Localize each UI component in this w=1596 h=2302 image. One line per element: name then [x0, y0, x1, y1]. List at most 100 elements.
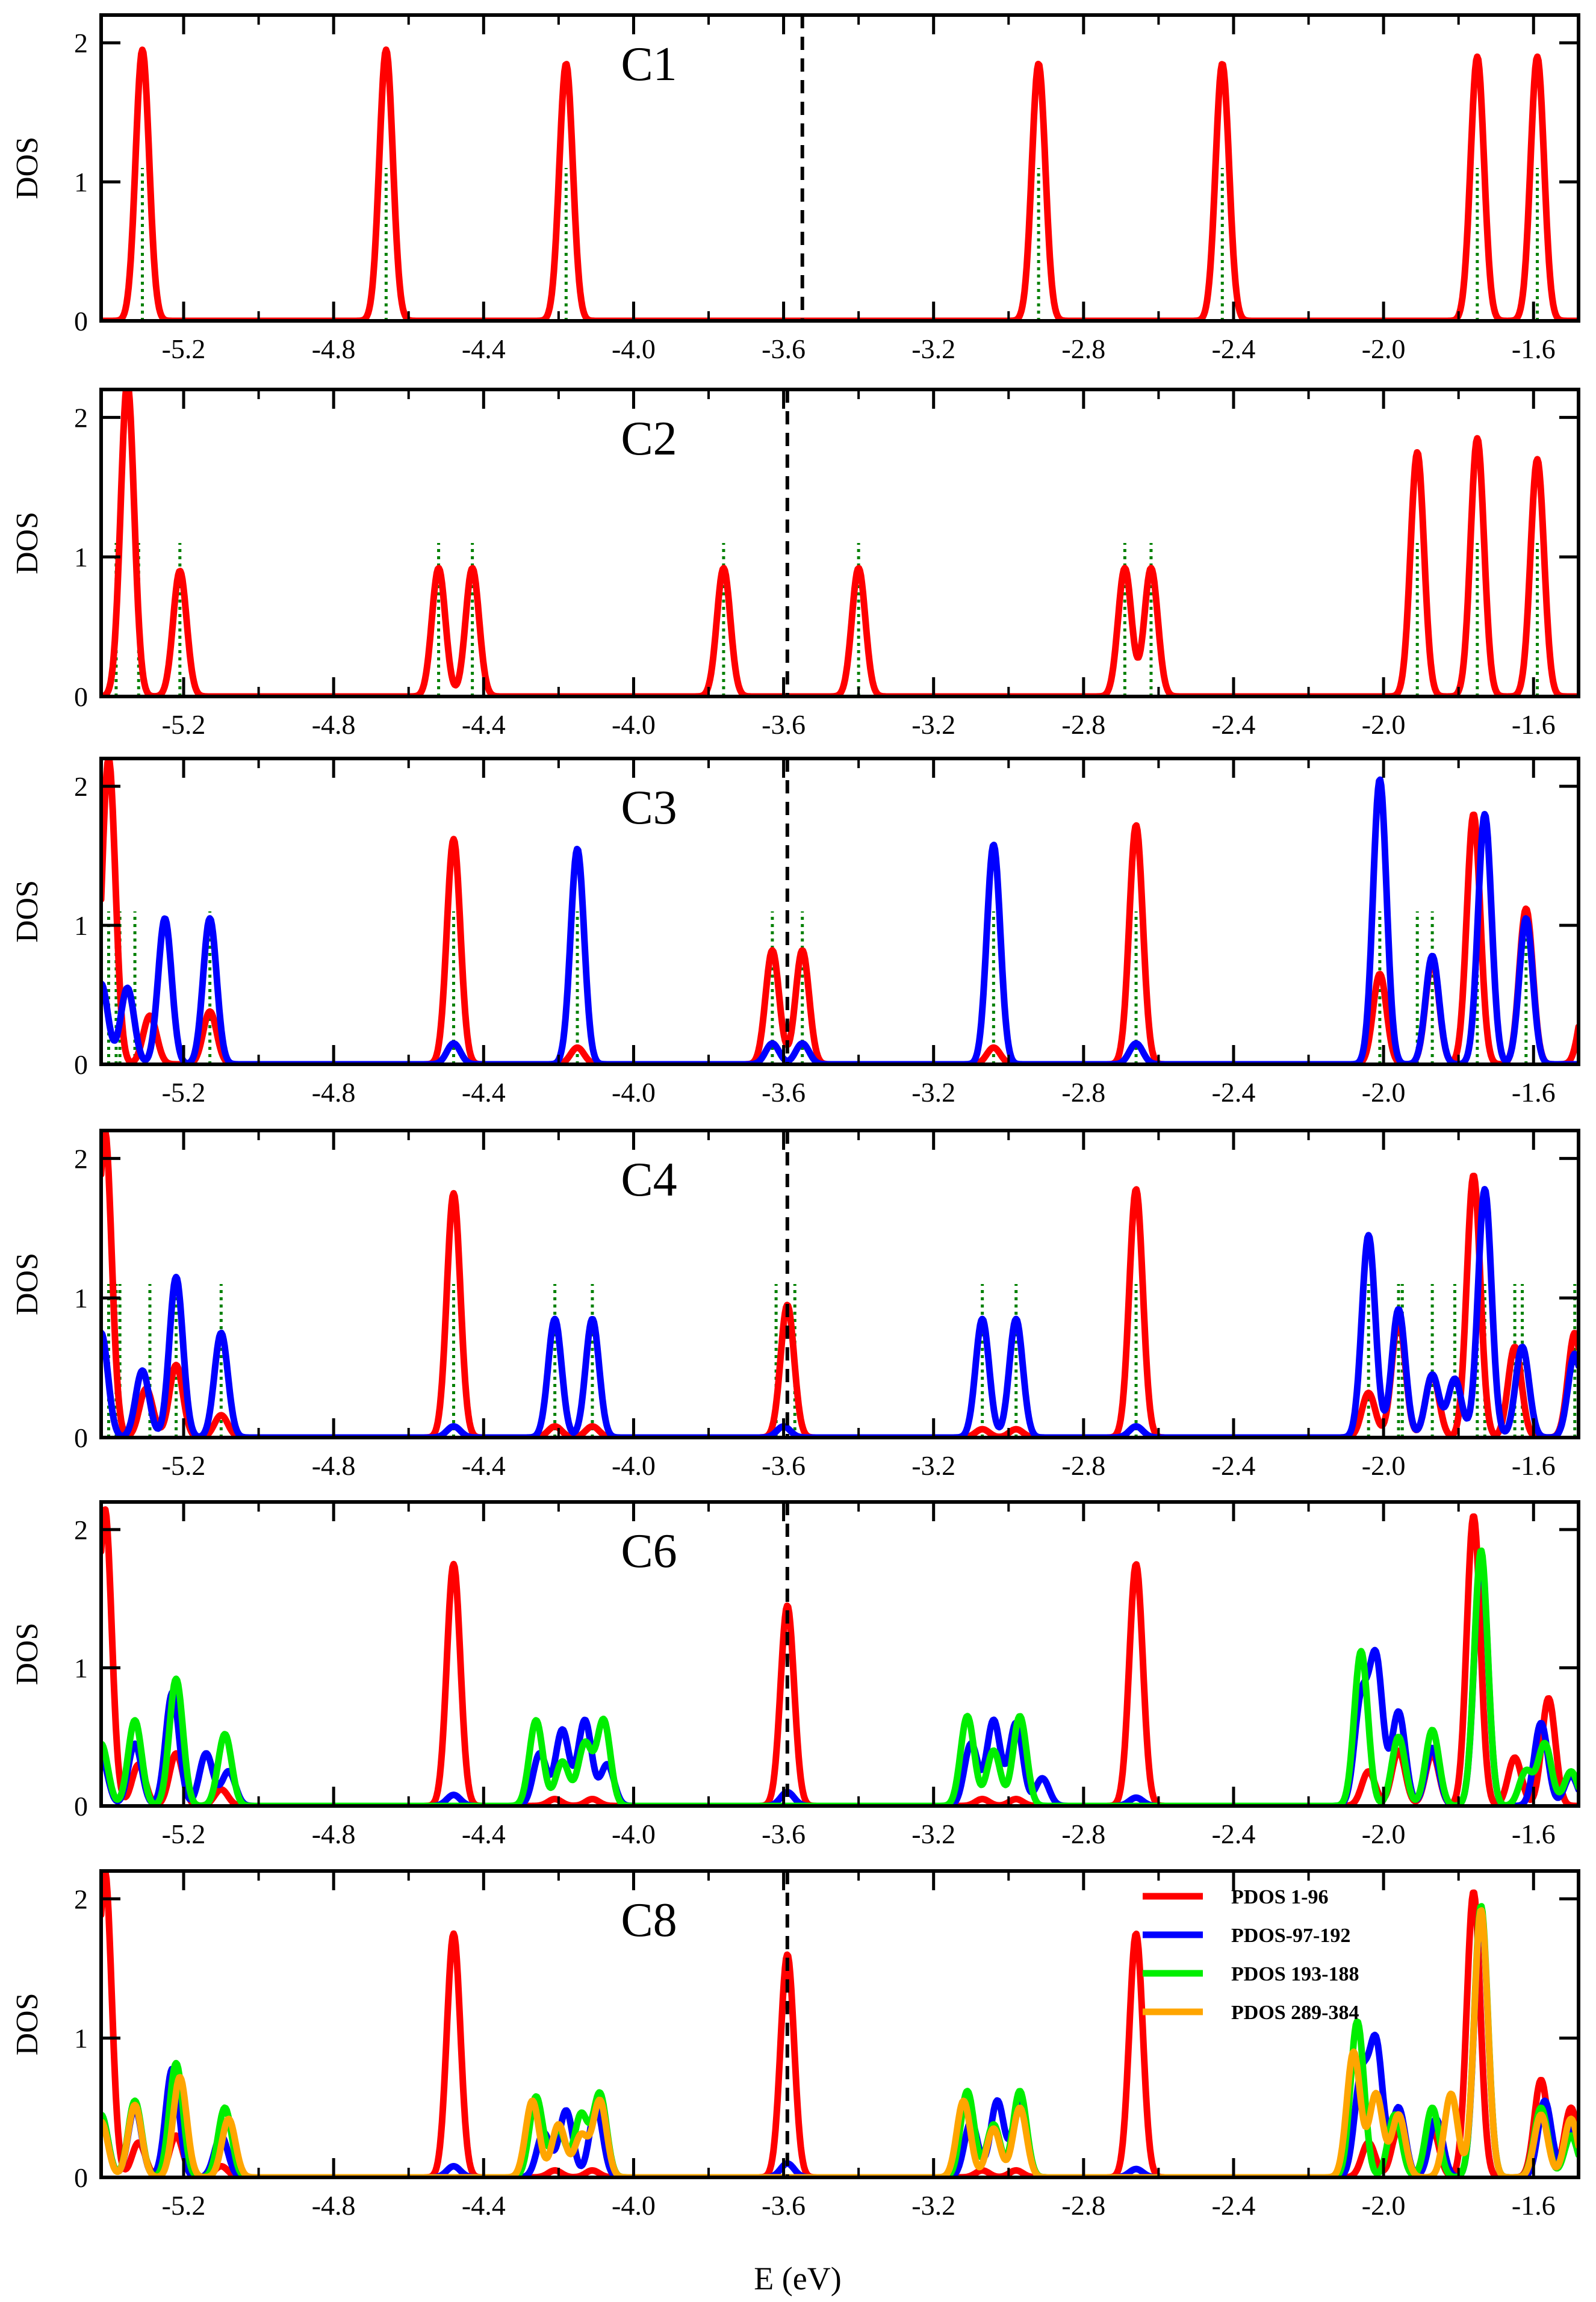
y-axis-label: DOS [10, 1253, 45, 1315]
panel-title: C1 [621, 38, 677, 91]
legend-label: PDOS 193-188 [1231, 1963, 1359, 1985]
panel-title: C3 [621, 781, 677, 834]
plot-area [101, 389, 1579, 696]
x-tick-label: -4.8 [312, 334, 356, 364]
panel-c1: -5.2 -4.8 -4.4 -4.0 -3.6 -3.2 -2.8 -2.4 -2.0 -1.6… [10, 13, 1580, 364]
panel-c4: -5.2 -4.8 -4.4 -4.0 -3.6 -3.2 -2.8 -2.4 -2.0 -1.6… [10, 1129, 1580, 1481]
x-tick-label: -1.6 [1512, 1819, 1556, 1849]
x-tick-label: -2.0 [1362, 1450, 1406, 1481]
x-tick-label: -4.0 [612, 1819, 656, 1849]
x-tick-label: -2.4 [1212, 1450, 1256, 1481]
x-tick-label: -5.2 [162, 1450, 206, 1481]
panel-title: C4 [621, 1153, 677, 1206]
y-tick-label: 2 [74, 402, 88, 433]
x-tick-label: -2.8 [1061, 334, 1105, 364]
x-tick-label: -4.8 [312, 709, 356, 740]
panel-frame [99, 1129, 1580, 1439]
x-tick-label: -4.8 [312, 1077, 356, 1108]
y-axis-label: DOS [10, 512, 45, 574]
x-tick-label: -4.4 [462, 1077, 506, 1108]
x-tick-label: -2.0 [1362, 334, 1406, 364]
y-axis-label: DOS [10, 1622, 45, 1685]
x-tick-label: -2.8 [1061, 2190, 1105, 2221]
x-tick-label: -5.2 [162, 1819, 206, 1849]
x-tick-label: -3.6 [762, 1819, 806, 1849]
x-tick-label: -1.6 [1512, 1450, 1556, 1481]
y-tick-label: 2 [74, 1143, 88, 1174]
series-line [101, 1186, 1579, 1438]
x-tick-label: -5.2 [162, 709, 206, 740]
x-tick-label: -5.2 [162, 2190, 206, 2221]
x-tick-label: -4.0 [612, 2190, 656, 2221]
y-tick-label: 1 [74, 542, 88, 572]
y-tick-label: 2 [74, 1515, 88, 1545]
panel-c2: -5.2 -4.8 -4.4 -4.0 -3.6 -3.2 -2.8 -2.4 -2.0 -1.6… [10, 388, 1580, 740]
x-tick-label: -3.6 [762, 1450, 806, 1481]
x-tick-label: -2.8 [1061, 1819, 1105, 1849]
plot-area [101, 1506, 1579, 1806]
series-line [101, 1547, 1579, 1806]
y-tick-label: 1 [74, 1652, 88, 1683]
series-line [101, 389, 1579, 696]
x-tick-label: -2.8 [1061, 1450, 1105, 1481]
x-tick-label: -3.6 [762, 2190, 806, 2221]
y-axis-label: DOS [10, 137, 45, 199]
x-tick-label: -4.0 [612, 1077, 656, 1108]
x-tick-label: -3.2 [911, 1819, 955, 1849]
panels: -5.2 -4.8 -4.4 -4.0 -3.6 -3.2 -2.8 -2.4 -2.0 -1.6… [10, 13, 1580, 2221]
x-tick-label: -1.6 [1512, 2190, 1556, 2221]
x-tick-label: -3.2 [911, 1450, 955, 1481]
x-tick-label: -5.2 [162, 1077, 206, 1108]
x-axis-label: E (eV) [754, 2260, 841, 2297]
y-tick-label: 0 [74, 2162, 88, 2193]
series-line [101, 1907, 1579, 2177]
x-tick-label: -2.0 [1362, 2190, 1406, 2221]
y-tick-label: 2 [74, 771, 88, 802]
x-tick-label: -3.6 [762, 709, 806, 740]
y-tick-label: 0 [74, 1049, 88, 1080]
y-tick-label: 0 [74, 681, 88, 712]
legend-label: PDOS 289-384 [1231, 2002, 1359, 2024]
panel-frame [99, 388, 1580, 698]
x-tick-label: -3.2 [911, 2190, 955, 2221]
y-tick-label: 1 [74, 910, 88, 941]
x-tick-label: -4.4 [462, 2190, 506, 2221]
plot-area [101, 1131, 1579, 1438]
x-tick-label: -2.4 [1212, 334, 1256, 364]
y-tick-label: 1 [74, 2023, 88, 2054]
x-tick-label: -4.4 [462, 1450, 506, 1481]
x-tick-label: -3.6 [762, 334, 806, 364]
x-tick-label: -4.8 [312, 2190, 356, 2221]
x-tick-label: -1.6 [1512, 709, 1556, 740]
x-tick-label: -1.6 [1512, 1077, 1556, 1108]
x-tick-label: -2.0 [1362, 1819, 1406, 1849]
x-tick-label: -2.4 [1212, 2190, 1256, 2221]
x-tick-label: -4.8 [312, 1819, 356, 1849]
x-tick-label: -4.0 [612, 709, 656, 740]
series-line [101, 776, 1579, 1064]
legend-label: PDOS-97-192 [1231, 1925, 1350, 1947]
x-tick-label: -2.8 [1061, 1077, 1105, 1108]
y-tick-label: 2 [74, 1884, 88, 1914]
y-tick-label: 1 [74, 1283, 88, 1314]
legend-label: PDOS 1-96 [1231, 1886, 1329, 1908]
panel-title: C6 [621, 1525, 677, 1578]
y-axis-label: DOS [10, 880, 45, 943]
x-tick-label: -2.4 [1212, 1077, 1256, 1108]
y-tick-label: 0 [74, 306, 88, 337]
panel-frame [99, 757, 1580, 1066]
x-tick-label: -3.2 [911, 709, 955, 740]
plot-area [101, 46, 1579, 321]
plot-area [101, 1871, 1579, 2177]
y-tick-label: 1 [74, 167, 88, 197]
x-tick-label: -5.2 [162, 334, 206, 364]
x-tick-label: -4.4 [462, 709, 506, 740]
x-tick-label: -4.4 [462, 334, 506, 364]
x-tick-label: -2.0 [1362, 1077, 1406, 1108]
legend: PDOS 1-96 PDOS-97-192 PDOS 193-188 PDOS 289… [1143, 1886, 1359, 2024]
panel-frame [99, 1500, 1580, 1808]
panel-frame [99, 13, 1580, 323]
y-axis-label: DOS [10, 1993, 45, 2055]
x-tick-label: -2.4 [1212, 709, 1256, 740]
